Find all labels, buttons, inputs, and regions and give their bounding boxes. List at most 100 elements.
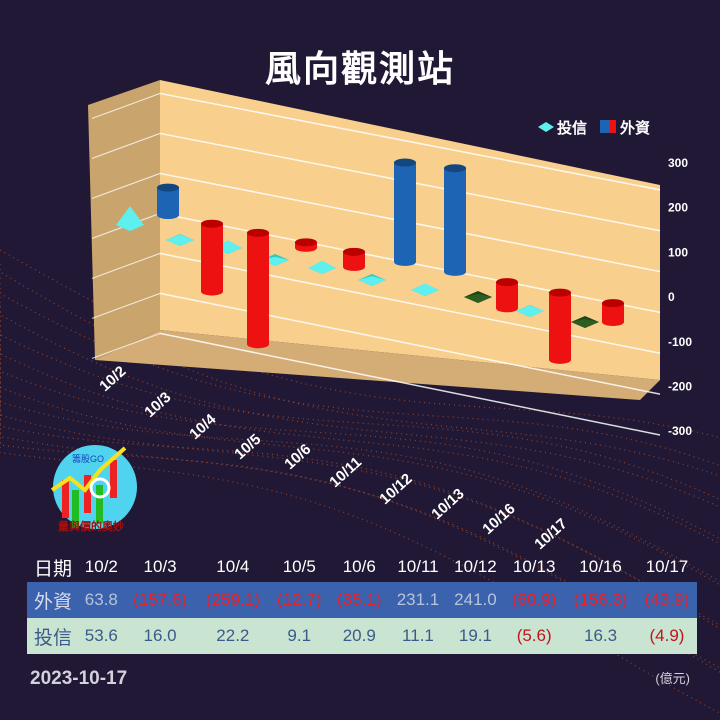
- foreign-bar: [496, 282, 518, 309]
- decorative-dotted-wave: [0, 320, 720, 545]
- foreign-bar-bottom: [394, 257, 416, 266]
- y-tick-label: 200: [668, 201, 688, 215]
- y-tick-label: 0: [668, 290, 675, 304]
- date-header: 10/11: [397, 557, 439, 576]
- foreign-bar: [343, 251, 365, 267]
- page-title: 風向觀測站: [264, 49, 455, 90]
- table-cell: (157.6): [133, 590, 188, 609]
- table-cell: (12.7): [277, 590, 322, 609]
- foreign-bar: [201, 223, 223, 292]
- foreign-bar-top: [394, 158, 416, 167]
- table-cell: 53.6: [84, 626, 118, 645]
- logo-bar: [84, 475, 91, 513]
- chart-floor: [95, 330, 660, 400]
- legend-trust-icon: [538, 122, 554, 132]
- foreign-bar: [157, 187, 179, 215]
- table-cell: (43.9): [644, 590, 690, 609]
- gridline-side: [91, 292, 161, 319]
- logo-bar: [96, 485, 103, 523]
- y-tick-label: -200: [668, 380, 692, 394]
- date-header: 10/12: [454, 557, 497, 576]
- foreign-bar-bottom: [444, 267, 466, 276]
- data-table: 日期 10/2 10/3 10/4 10/5 10/6 10/11 10/12 10/13 10/…: [27, 552, 697, 654]
- legend-foreign-icon-pos: [600, 120, 610, 133]
- date-header: 10/2: [84, 557, 118, 576]
- table-row-foreign: 外資 63.8 (157.6) (259.1) (12.7) (35.1) 231.1 241…: [27, 582, 697, 618]
- table-cell: (4.9): [649, 626, 685, 645]
- foreign-bar-bottom: [496, 304, 518, 313]
- foreign-bar-top: [247, 228, 269, 237]
- legend-foreign-icon-neg: [610, 120, 616, 133]
- gridline: [159, 292, 661, 395]
- foreign-bar: [444, 168, 466, 272]
- x-tick-label: 10/16: [479, 500, 518, 538]
- magnifier-icon: [89, 477, 111, 499]
- trust-pyramid: [411, 283, 439, 296]
- y-tick-label: -100: [668, 335, 692, 349]
- x-tick-label: 10/17: [531, 515, 570, 553]
- foreign-bar-bottom: [201, 287, 223, 296]
- gridline-side: [91, 332, 161, 359]
- date-header: 10/4: [216, 557, 250, 576]
- table-cell: 241.0: [454, 590, 497, 609]
- foreign-bar: [549, 292, 571, 360]
- date-header: 10/16: [579, 557, 622, 576]
- y-tick-label: 100: [668, 245, 688, 259]
- logo-slogan: 量與價的奧妙: [58, 519, 124, 533]
- table-cell: 19.1: [458, 626, 492, 645]
- trust-pyramid: [464, 294, 492, 303]
- x-tick-label: 10/5: [231, 431, 264, 463]
- gridline: [159, 252, 661, 355]
- foreign-bar-bottom: [602, 317, 624, 326]
- foreign-bar-top: [295, 238, 317, 247]
- foreign-bar: [602, 303, 624, 322]
- table-cell: (5.6): [516, 626, 552, 645]
- foreign-bar-top: [496, 278, 518, 287]
- logo-bar: [62, 480, 69, 518]
- date-header: 10/5: [282, 557, 316, 576]
- date-header: 10/3: [143, 557, 177, 576]
- foreign-bar-bottom: [157, 211, 179, 219]
- foreign-bar-top: [602, 299, 624, 308]
- gridline-side: [91, 92, 161, 120]
- legend-foreign-label: 外資: [619, 119, 650, 137]
- trust-pyramid: [308, 260, 336, 274]
- table-cell: 20.9: [342, 626, 376, 645]
- table-cell: 63.8: [84, 590, 118, 609]
- table-header-row: 日期 10/2 10/3 10/4 10/5 10/6 10/11 10/12 10/13 10/…: [27, 552, 697, 582]
- logo-trend-arrow: [50, 446, 127, 493]
- y-tick-label: 300: [668, 156, 688, 170]
- decorative-dotted-wave: [0, 432, 720, 714]
- foreign-bar-bottom: [247, 340, 269, 349]
- foreign-bar: [394, 162, 416, 262]
- legend-trust-label: 投信: [557, 119, 587, 137]
- x-tick-label: 10/4: [186, 410, 220, 443]
- table-cell: (35.1): [337, 590, 382, 609]
- report-date: 2023-10-17: [30, 668, 128, 689]
- y-tick-label: -300: [668, 424, 692, 438]
- foreign-bar-bottom: [343, 262, 365, 271]
- table-cell: 9.1: [287, 626, 312, 645]
- table-cell: (259.1): [205, 590, 260, 609]
- row-label: 投信: [33, 627, 72, 649]
- foreign-bar-top: [549, 288, 571, 297]
- decorative-dotted-wave: [0, 306, 720, 501]
- gridline: [159, 92, 661, 191]
- date-header: 10/13: [512, 557, 556, 576]
- trust-pyramid: [358, 276, 386, 286]
- table-cell: 231.1: [396, 590, 440, 609]
- logo: 籌股GO 量與價的奧妙: [50, 445, 137, 533]
- trust-pyramid: [166, 234, 194, 246]
- x-tick-label: 10/11: [326, 454, 365, 491]
- foreign-bar-top: [444, 164, 466, 173]
- table-row-trust: 投信 53.6 16.0 22.2 9.1 20.9 11.1 19.1 (5.6) 16.3 (4…: [27, 618, 697, 654]
- decorative-dotted-wave: [0, 249, 720, 439]
- trust-pyramid: [571, 319, 599, 328]
- table-cell: 16.3: [584, 626, 618, 645]
- header-label: 日期: [33, 558, 72, 580]
- logo-name: 籌股GO: [72, 453, 104, 464]
- date-header: 10/17: [645, 557, 689, 576]
- table-cell: 22.2: [216, 626, 250, 645]
- trust-pyramid: [516, 305, 544, 317]
